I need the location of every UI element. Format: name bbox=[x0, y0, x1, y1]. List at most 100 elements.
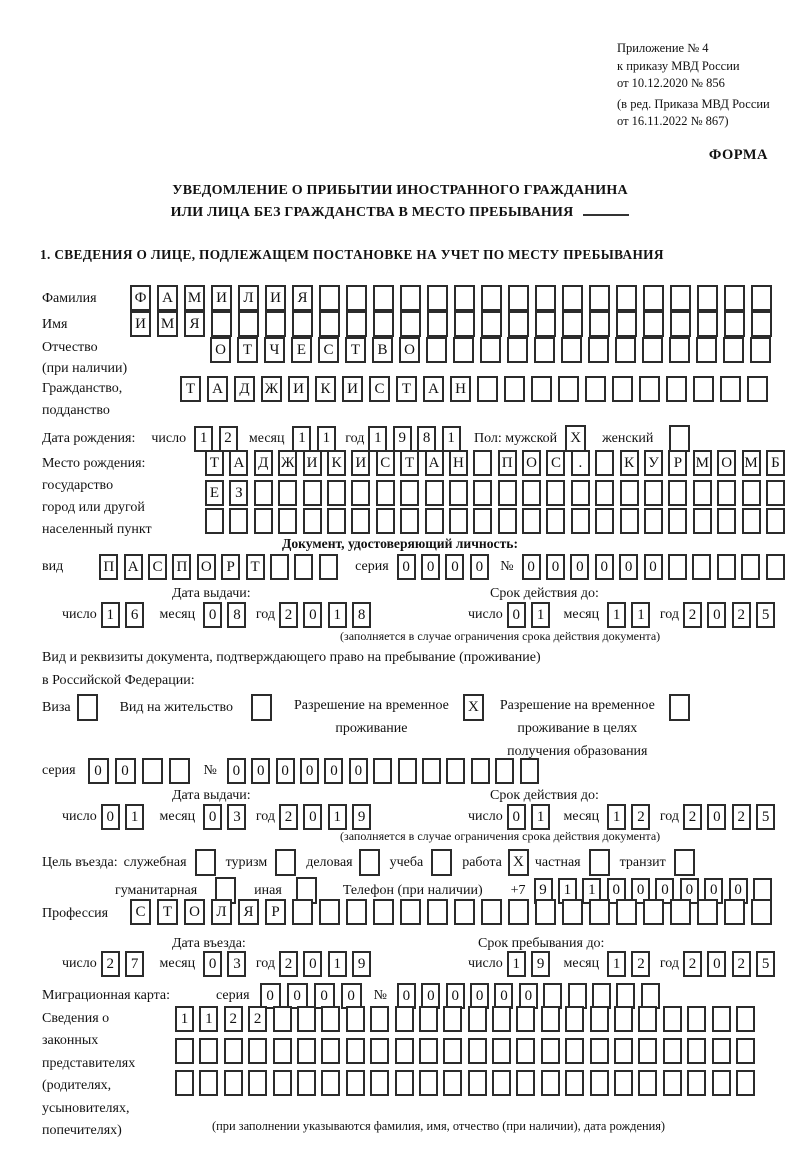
char-cell[interactable] bbox=[751, 311, 772, 337]
char-cell[interactable] bbox=[467, 1006, 487, 1032]
char-cell[interactable] bbox=[751, 899, 772, 925]
char-cell[interactable]: Р bbox=[265, 899, 286, 925]
char-cell[interactable] bbox=[321, 1070, 341, 1096]
char-cell[interactable] bbox=[446, 758, 466, 784]
char-cell[interactable] bbox=[619, 508, 639, 534]
char-cell[interactable]: Д bbox=[234, 376, 255, 402]
char-cell[interactable] bbox=[175, 1070, 194, 1096]
char-cell[interactable] bbox=[644, 508, 664, 534]
char-cell[interactable]: 0 bbox=[114, 758, 136, 784]
char-cell[interactable] bbox=[141, 758, 163, 784]
char-cell[interactable] bbox=[473, 450, 493, 476]
char-cell[interactable]: 0 bbox=[521, 554, 541, 580]
char-cell[interactable]: П bbox=[172, 554, 192, 580]
char-cell[interactable] bbox=[318, 554, 338, 580]
char-cell[interactable] bbox=[546, 508, 566, 534]
char-cell[interactable] bbox=[481, 899, 502, 925]
char-cell[interactable] bbox=[467, 1038, 487, 1064]
char-cell[interactable]: Н bbox=[450, 376, 471, 402]
visa-checkbox[interactable] bbox=[76, 694, 98, 721]
char-cell[interactable]: О bbox=[399, 337, 420, 363]
char-cell[interactable] bbox=[278, 508, 298, 534]
char-cell[interactable] bbox=[424, 508, 444, 534]
char-cell[interactable]: 0 bbox=[251, 758, 271, 784]
char-cell[interactable]: Л bbox=[211, 899, 232, 925]
char-cell[interactable]: 0 bbox=[87, 758, 109, 784]
char-cell[interactable]: Ф bbox=[130, 285, 151, 311]
char-cell[interactable]: Л bbox=[238, 285, 259, 311]
char-cell[interactable]: С bbox=[369, 376, 390, 402]
char-cell[interactable] bbox=[370, 1006, 390, 1032]
char-cell[interactable]: . bbox=[570, 450, 590, 476]
char-cell[interactable] bbox=[750, 337, 771, 363]
char-cell[interactable]: И bbox=[288, 376, 309, 402]
char-cell[interactable]: Я bbox=[292, 285, 313, 311]
char-cell[interactable]: 1 bbox=[531, 602, 551, 628]
char-cell[interactable]: Т bbox=[245, 554, 265, 580]
sex-male-checkbox[interactable]: X bbox=[565, 425, 587, 452]
char-cell[interactable]: 0 bbox=[100, 804, 120, 830]
char-cell[interactable]: А bbox=[424, 450, 444, 476]
char-cell[interactable]: 0 bbox=[303, 804, 323, 830]
char-cell[interactable] bbox=[696, 337, 717, 363]
char-cell[interactable] bbox=[321, 1006, 341, 1032]
char-cell[interactable] bbox=[619, 480, 639, 506]
char-cell[interactable] bbox=[223, 1070, 243, 1096]
char-cell[interactable]: И bbox=[265, 285, 286, 311]
char-cell[interactable] bbox=[269, 554, 289, 580]
char-cell[interactable] bbox=[448, 480, 468, 506]
char-cell[interactable] bbox=[168, 758, 190, 784]
char-cell[interactable] bbox=[346, 285, 367, 311]
char-cell[interactable] bbox=[765, 508, 785, 534]
char-cell[interactable] bbox=[670, 285, 691, 311]
char-cell[interactable] bbox=[765, 480, 785, 506]
char-cell[interactable]: 0 bbox=[324, 758, 344, 784]
char-cell[interactable]: Ж bbox=[278, 450, 298, 476]
char-cell[interactable] bbox=[735, 1038, 755, 1064]
char-cell[interactable]: Т bbox=[345, 337, 366, 363]
char-cell[interactable] bbox=[508, 899, 529, 925]
char-cell[interactable] bbox=[375, 508, 395, 534]
char-cell[interactable] bbox=[616, 899, 637, 925]
char-cell[interactable] bbox=[302, 508, 322, 534]
char-cell[interactable]: Е bbox=[205, 480, 224, 506]
char-cell[interactable]: И bbox=[130, 311, 151, 337]
char-cell[interactable] bbox=[375, 480, 395, 506]
char-cell[interactable]: 0 bbox=[259, 983, 281, 1009]
char-cell[interactable]: 8 bbox=[417, 425, 437, 452]
char-cell[interactable]: 0 bbox=[203, 804, 223, 830]
char-cell[interactable] bbox=[716, 554, 736, 580]
char-cell[interactable]: 9 bbox=[392, 425, 412, 452]
char-cell[interactable] bbox=[351, 508, 371, 534]
char-cell[interactable] bbox=[723, 337, 744, 363]
char-cell[interactable]: М bbox=[157, 311, 178, 337]
char-cell[interactable] bbox=[418, 1070, 438, 1096]
char-cell[interactable] bbox=[473, 480, 493, 506]
char-cell[interactable]: 5 bbox=[756, 804, 776, 830]
char-cell[interactable] bbox=[751, 285, 772, 311]
char-cell[interactable] bbox=[427, 311, 448, 337]
char-cell[interactable] bbox=[492, 1006, 512, 1032]
char-cell[interactable]: 2 bbox=[248, 1006, 268, 1032]
char-cell[interactable] bbox=[616, 285, 637, 311]
char-cell[interactable]: 0 bbox=[203, 951, 223, 977]
char-cell[interactable] bbox=[741, 480, 761, 506]
char-cell[interactable]: 6 bbox=[125, 602, 145, 628]
char-cell[interactable] bbox=[427, 285, 448, 311]
char-cell[interactable]: Н bbox=[448, 450, 468, 476]
char-cell[interactable] bbox=[492, 1038, 512, 1064]
char-cell[interactable] bbox=[616, 311, 637, 337]
char-cell[interactable]: 1 bbox=[292, 425, 312, 452]
char-cell[interactable] bbox=[443, 1070, 463, 1096]
